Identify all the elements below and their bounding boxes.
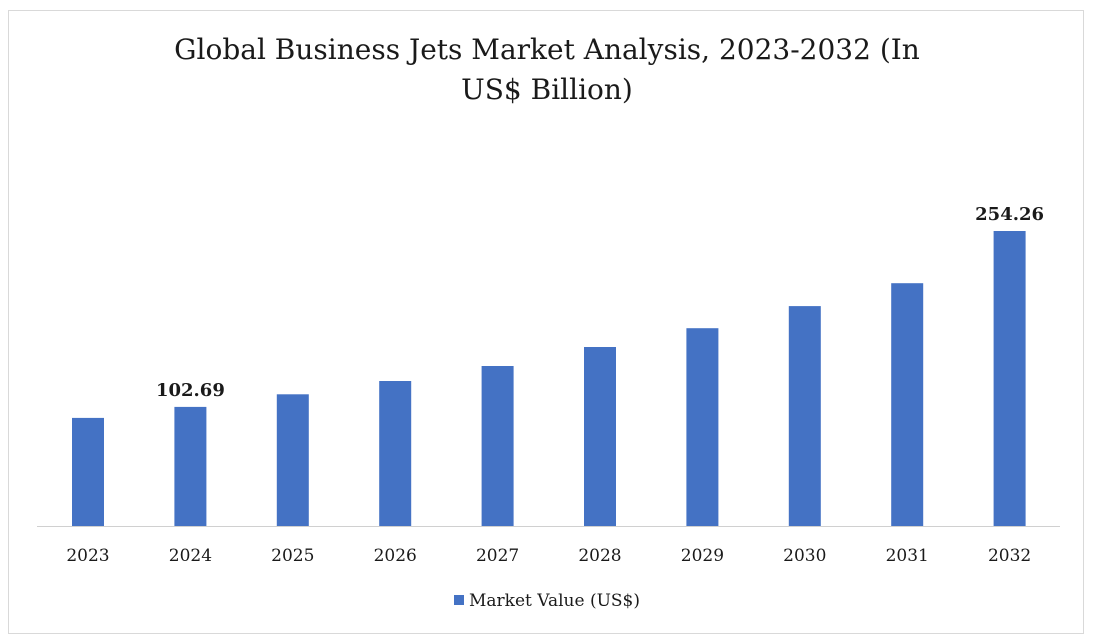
bar-2031: [891, 283, 924, 526]
chart-title: Global Business Jets Market Analysis, 20…: [0, 30, 1094, 110]
bar-2023: [72, 417, 104, 526]
chart-title-line-1: Global Business Jets Market Analysis, 20…: [174, 33, 920, 66]
bar-2026: [379, 381, 412, 526]
bar-2028: [584, 347, 616, 526]
bar-2025: [276, 394, 309, 526]
x-tick-label-2031: 2031: [886, 546, 929, 566]
x-tick-label-2032: 2032: [988, 546, 1031, 566]
x-tick-label-2024: 2024: [169, 546, 212, 566]
bar-2027: [481, 366, 514, 526]
x-tick-label-2030: 2030: [783, 546, 826, 566]
x-tick-label-2027: 2027: [476, 546, 519, 566]
bar-2029: [686, 328, 719, 526]
legend-swatch: [453, 595, 464, 605]
legend: Market Value (US$): [0, 591, 1094, 611]
bar-2030: [788, 306, 821, 526]
bar-2032: [993, 231, 1026, 526]
x-tick-label-2025: 2025: [271, 546, 314, 566]
data-label-2024: 102.69: [156, 380, 225, 401]
chart-title-line-2: US$ Billion): [461, 73, 633, 106]
x-tick-label-2028: 2028: [578, 546, 621, 566]
x-tick-label-2023: 2023: [66, 546, 109, 566]
x-tick-label-2026: 2026: [374, 546, 417, 566]
data-label-2032: 254.26: [975, 204, 1044, 225]
legend-label: Market Value (US$): [468, 591, 641, 611]
x-tick-label-2029: 2029: [681, 546, 724, 566]
bar-2024: [174, 406, 207, 526]
